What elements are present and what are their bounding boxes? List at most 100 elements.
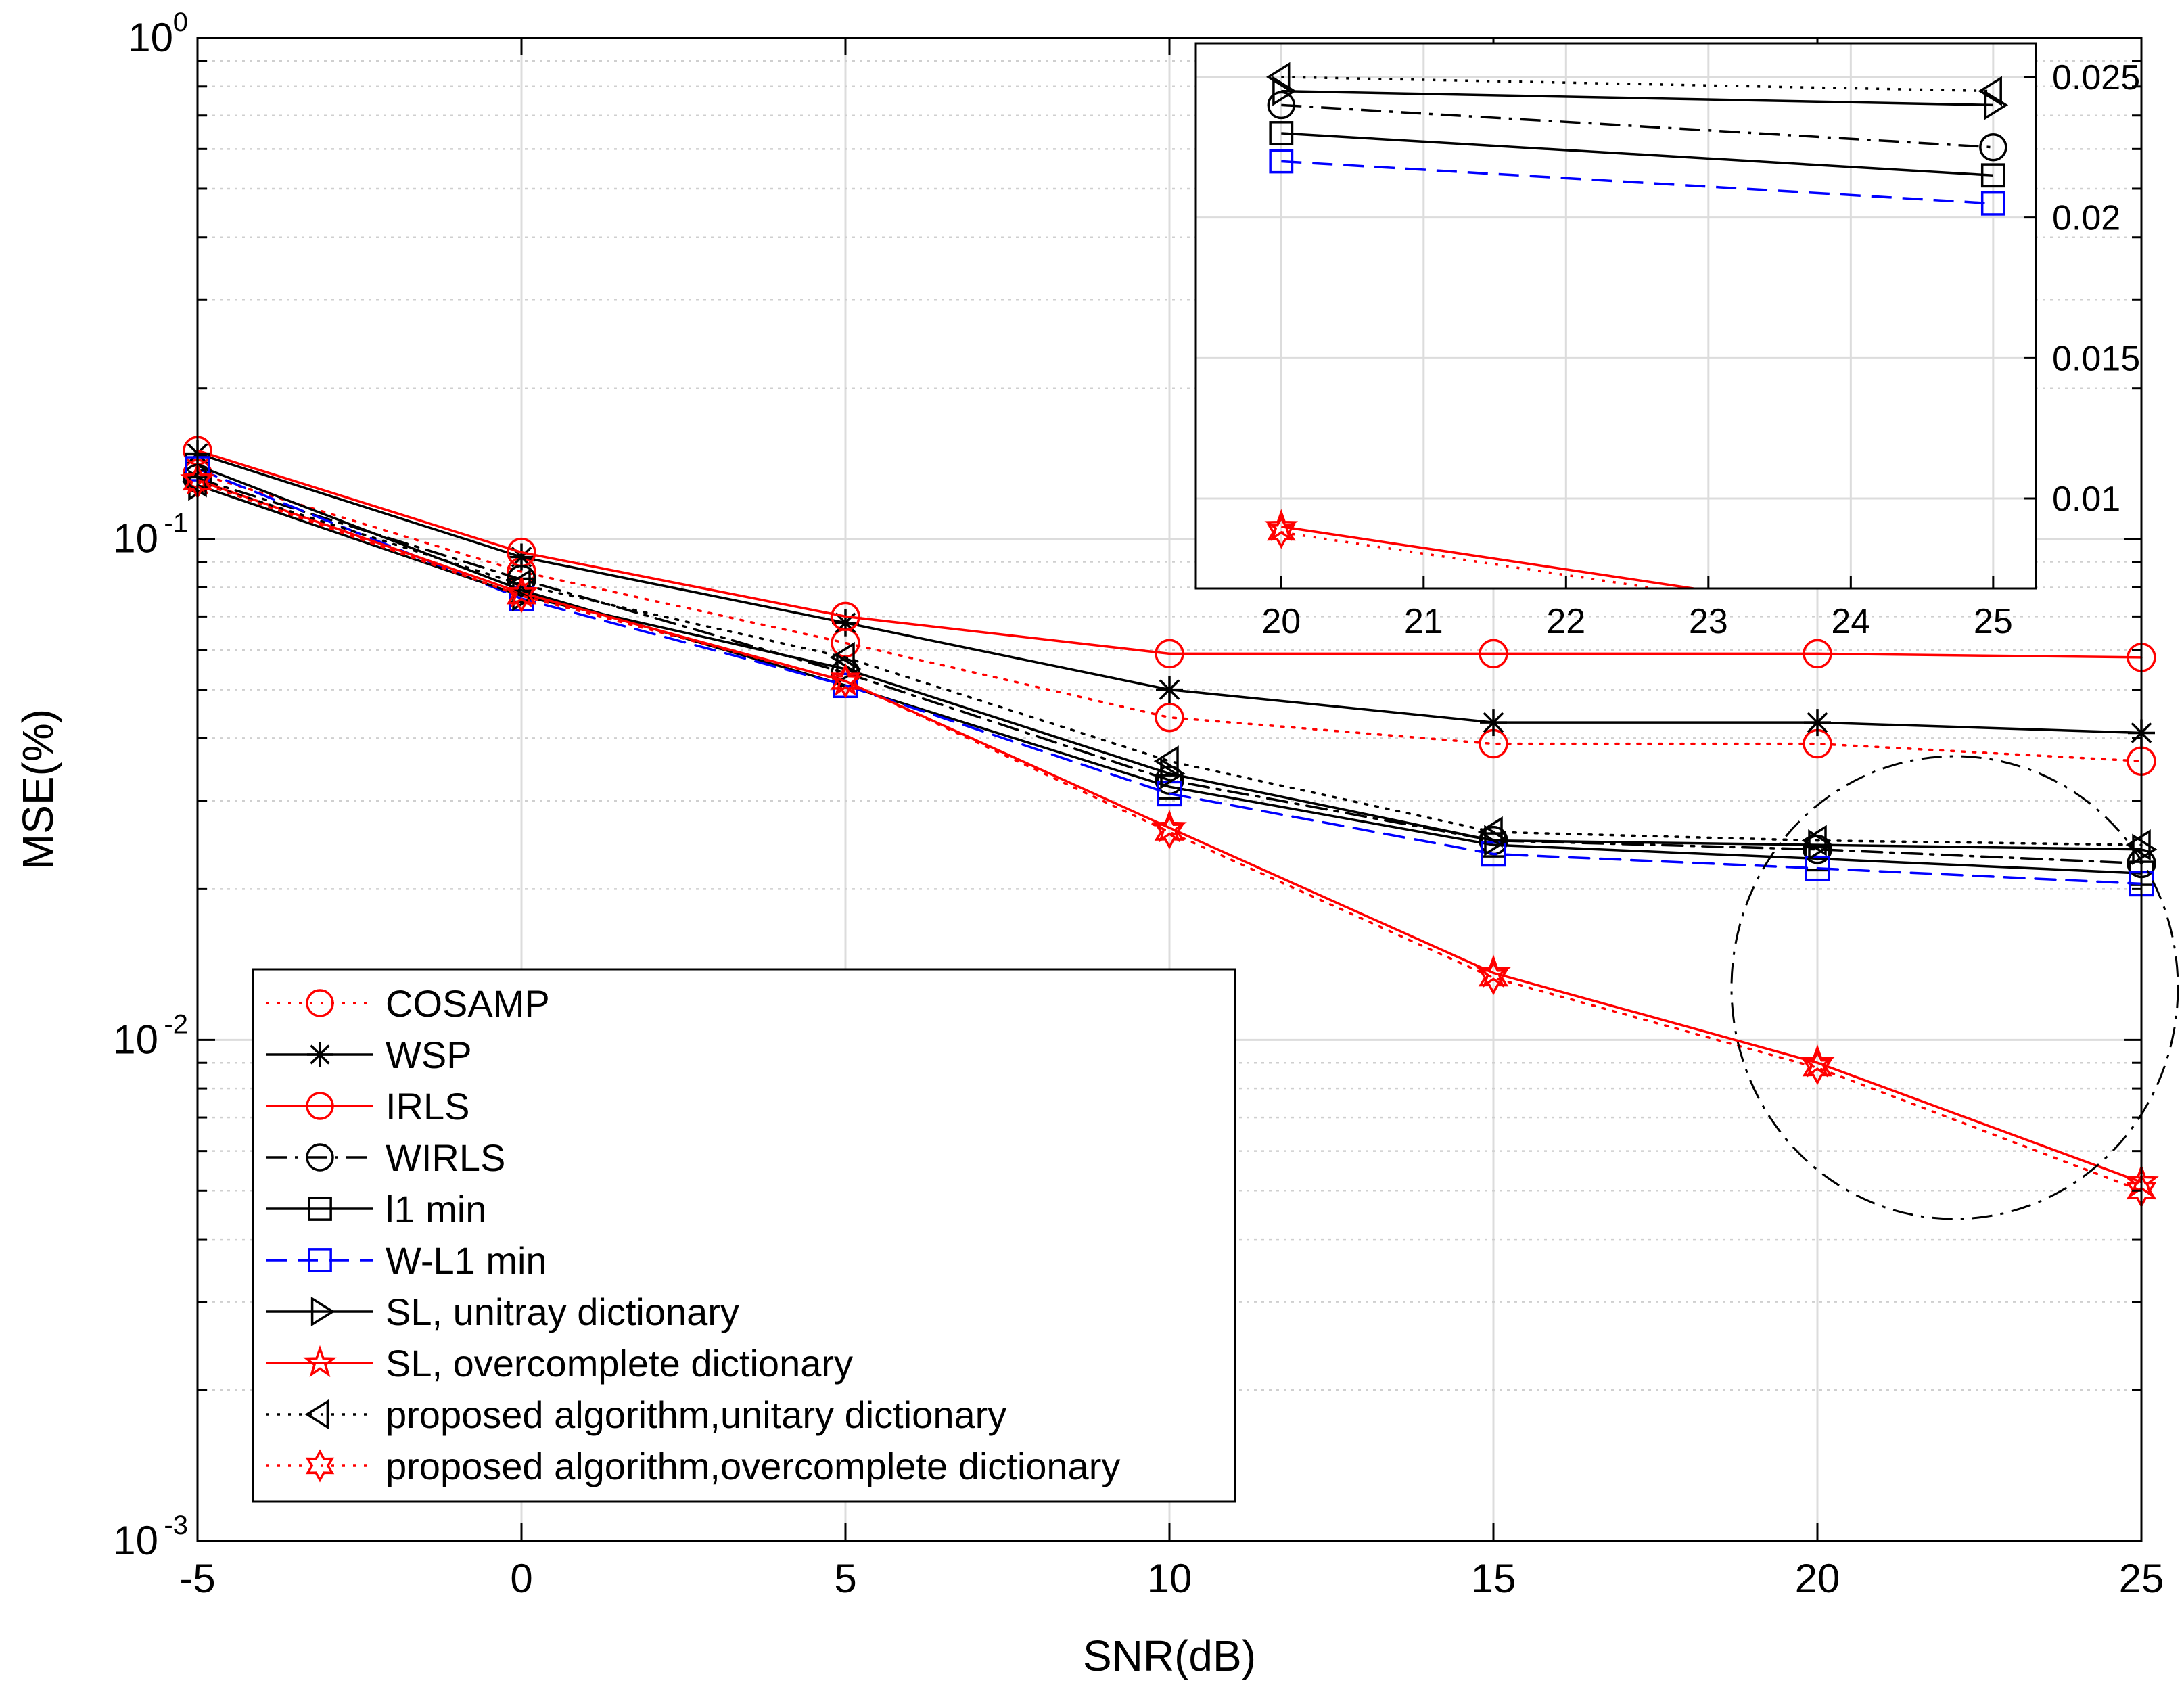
data-point-irls	[1803, 639, 1832, 669]
x-tick-label: 10	[1147, 1556, 1192, 1601]
legend-label: proposed algorithm,unitary dictionary	[386, 1393, 1006, 1436]
inset-x-tick-label: 25	[1974, 602, 2013, 641]
inset-data-point	[1978, 76, 2002, 106]
legend: COSAMP WSP IRLS WIRLS l1 min W-L1 min SL, unit…	[252, 968, 1236, 1503]
data-point-sl-overcomplete-dictionary	[1152, 809, 1187, 843]
data-point-sl-unitray-dictionary	[1484, 825, 1510, 856]
inset-x-tick-label: 21	[1404, 602, 1443, 641]
legend-marker	[308, 1197, 332, 1221]
inset-x-tick-label: 23	[1689, 602, 1728, 641]
inset-x-tick-label: 24	[1831, 602, 1870, 641]
inset-data-point	[1267, 91, 1296, 120]
inset-y-tick-label: 0.025	[2052, 58, 2140, 97]
inset-series-wirls	[1267, 91, 2007, 162]
legend-entry-wsp: WSP	[266, 1034, 472, 1076]
series-line-proposed-algorithm-unitary-dictionary	[196, 480, 2143, 846]
data-point-wsp	[1480, 709, 1507, 737]
data-point-w-l1-min	[1481, 841, 1506, 867]
data-point-proposed-algorithm-unitary-dictionary	[829, 641, 855, 674]
y-tick-exponent: 0	[173, 7, 188, 37]
inset-series-line	[1281, 531, 1665, 588]
inset-x-tick-label: 20	[1261, 602, 1301, 641]
inset-x-tick-label: 22	[1546, 602, 1585, 641]
inset-frame	[1194, 42, 2037, 590]
data-point-sl-unitray-dictionary	[1160, 758, 1186, 789]
x-tick-label: 0	[510, 1556, 532, 1601]
series-line-cosamp	[196, 472, 2143, 763]
x-tick-label: -5	[179, 1556, 215, 1601]
legend-entry-irls: IRLS	[266, 1085, 470, 1128]
inset-data-point	[1984, 90, 2009, 120]
legend-label: WIRLS	[386, 1136, 505, 1179]
series-proposed-algorithm-unitary-dictionary	[181, 466, 2151, 861]
data-point-proposed-algorithm-unitary-dictionary	[2125, 829, 2151, 861]
legend-label: SL, overcomplete dictionary	[386, 1342, 853, 1385]
data-point-proposed-algorithm-unitary-dictionary	[505, 569, 531, 601]
inset-data-point	[1980, 163, 2005, 188]
data-point-proposed-algorithm-unitary-dictionary	[1153, 745, 1179, 777]
inset-y-tick-label: 0.015	[2052, 339, 2140, 378]
legend-entry-sl-unitray-dictionary: SL, unitray dictionary	[266, 1291, 739, 1333]
series-line-sl-unitray-dictionary	[196, 484, 2143, 851]
inset-data-point	[1980, 191, 2005, 216]
inset-series-proposed-algorithm-unitary-dictionary	[1265, 62, 2002, 106]
legend-marker	[306, 989, 334, 1017]
inset-series-line	[1281, 160, 1993, 205]
data-point-wsp	[832, 609, 859, 637]
y-tick-exponent: -2	[164, 1009, 188, 1039]
legend-label: proposed algorithm,overcomplete dictiona…	[386, 1445, 1120, 1487]
legend-label: WSP	[386, 1034, 472, 1076]
legend-marker	[307, 1042, 333, 1067]
inset-data-point	[1269, 149, 1294, 174]
legend-entry-w-l1-min: W-L1 min	[266, 1239, 547, 1282]
data-point-w-l1-min	[1805, 855, 1830, 881]
legend-label: SL, unitray dictionary	[386, 1291, 739, 1333]
data-point-wsp	[1156, 676, 1183, 703]
inset-data-point	[1269, 121, 1294, 145]
series-line-irls	[196, 449, 2143, 659]
x-tick-label: 5	[834, 1556, 856, 1601]
data-point-proposed-algorithm-overcomplete-dictionary	[830, 664, 861, 699]
data-point-irls	[1479, 639, 1508, 669]
zoom-region-ellipse	[1730, 755, 2179, 1220]
inset-data-point	[1265, 62, 1291, 93]
legend-marker	[304, 1399, 329, 1430]
x-tick-label: 25	[2119, 1556, 2164, 1601]
y-axis-label: MSE(%)	[14, 709, 62, 870]
data-point-proposed-algorithm-overcomplete-dictionary	[1154, 814, 1185, 850]
legend-entry-proposed-algorithm-unitary-dictionary: proposed algorithm,unitary dictionary	[266, 1393, 1006, 1436]
inset-series-proposed-algorithm-overcomplete-dictionary	[1267, 515, 1665, 588]
inset-series-l1-min	[1269, 121, 2005, 188]
legend-entry-cosamp: COSAMP	[266, 982, 550, 1025]
inset-series-w-l1-min	[1269, 149, 2005, 216]
legend-box	[252, 968, 1236, 1503]
data-point-irls	[1155, 639, 1184, 669]
legend-marker	[310, 1296, 335, 1327]
legend-entry-sl-overcomplete-dictionary: SL, overcomplete dictionary	[266, 1342, 853, 1385]
legend-marker	[306, 1143, 334, 1172]
inset-series-line	[1281, 525, 1702, 588]
x-tick-label: 20	[1795, 1556, 1840, 1601]
x-tick-label: 15	[1471, 1556, 1516, 1601]
legend-entry-wirls: WIRLS	[266, 1136, 505, 1179]
main-series	[180, 436, 2159, 1208]
data-point-proposed-algorithm-unitary-dictionary	[1477, 816, 1503, 848]
inset-data-point	[1272, 76, 1297, 106]
inset-series	[1264, 62, 2009, 588]
inset-y-tick-label: 0.02	[2052, 199, 2120, 238]
legend-label: l1 min	[386, 1188, 486, 1230]
legend-entry-l1-min: l1 min	[266, 1188, 486, 1230]
legend-marker	[305, 1449, 335, 1483]
inset-data-point	[1979, 133, 2007, 162]
inset-data-point	[1267, 515, 1296, 549]
data-point-proposed-algorithm-overcomplete-dictionary	[1802, 1050, 1833, 1086]
legend-marker	[303, 1345, 337, 1378]
data-point-sl-overcomplete-dictionary	[1476, 954, 1511, 988]
inset-series-line	[1281, 89, 1993, 107]
legend-entry-proposed-algorithm-overcomplete-dictionary: proposed algorithm,overcomplete dictiona…	[266, 1445, 1120, 1487]
data-point-proposed-algorithm-unitary-dictionary	[1801, 825, 1827, 856]
series-line-l1-min	[196, 464, 2143, 875]
inset-series-line	[1281, 132, 1993, 177]
